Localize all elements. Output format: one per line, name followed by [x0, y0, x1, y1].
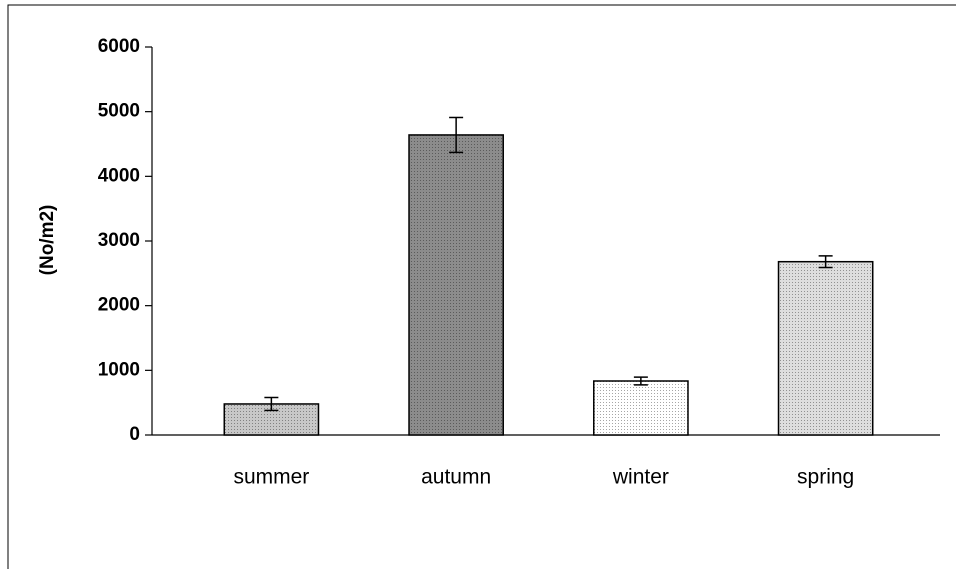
y-tick-label: 0 — [129, 424, 140, 445]
y-tick-label: 3000 — [98, 230, 140, 251]
x-tick-label: autumn — [421, 466, 491, 489]
x-tick-label: spring — [797, 466, 854, 489]
y-axis-label: (No/m2) — [37, 205, 58, 276]
bar-texture — [409, 134, 504, 436]
y-tick-label: 5000 — [98, 101, 140, 122]
y-tick-label: 4000 — [98, 165, 140, 186]
y-tick-label: 6000 — [98, 36, 140, 57]
x-tick-label: winter — [612, 466, 669, 489]
y-tick-label: 1000 — [98, 359, 140, 380]
x-tick-label: summer — [233, 466, 309, 489]
bar-texture — [593, 381, 688, 435]
y-tick-label: 2000 — [98, 295, 140, 316]
bar-texture — [778, 261, 873, 435]
frame — [7, 4, 956, 569]
